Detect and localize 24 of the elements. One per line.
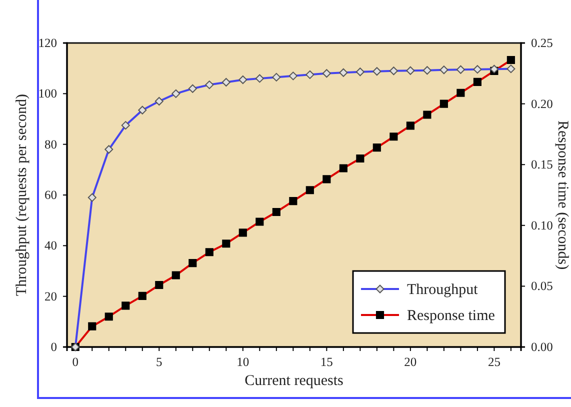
x-tick-label: 5 — [156, 354, 162, 369]
y2-tick-label: 0.00 — [531, 340, 553, 354]
legend-label: Response time — [407, 308, 496, 324]
y2-tick-label: 0.25 — [531, 36, 553, 50]
y-tick-label: 0 — [50, 340, 57, 354]
y2-tick-label: 0.10 — [531, 218, 553, 232]
y-tick-label: 40 — [44, 238, 57, 253]
x-tick-label: 20 — [404, 354, 417, 369]
y-tick-label: 120 — [38, 36, 57, 50]
x-tick-label: 25 — [488, 354, 500, 369]
y2-tick-label: 0.05 — [531, 279, 553, 294]
x-tick-label: 0 — [72, 354, 78, 369]
x-axis-title: Current requests — [244, 373, 344, 389]
y-tick-label: 80 — [44, 137, 57, 152]
y-tick-label: 60 — [44, 188, 57, 202]
x-tick-label: 10 — [236, 354, 250, 369]
y-tick-label: 100 — [38, 86, 57, 101]
y2-tick-label: 0.15 — [531, 158, 553, 172]
y-tick-label: 20 — [44, 289, 57, 304]
x-tick-label: 15 — [320, 354, 333, 369]
y-axis-title: Throughput (requests per second) — [14, 94, 30, 296]
legend-label: Throughput — [407, 282, 479, 298]
y2-tick-label: 0.20 — [531, 96, 553, 111]
y2-axis-title: Response time (seconds) — [554, 120, 570, 270]
